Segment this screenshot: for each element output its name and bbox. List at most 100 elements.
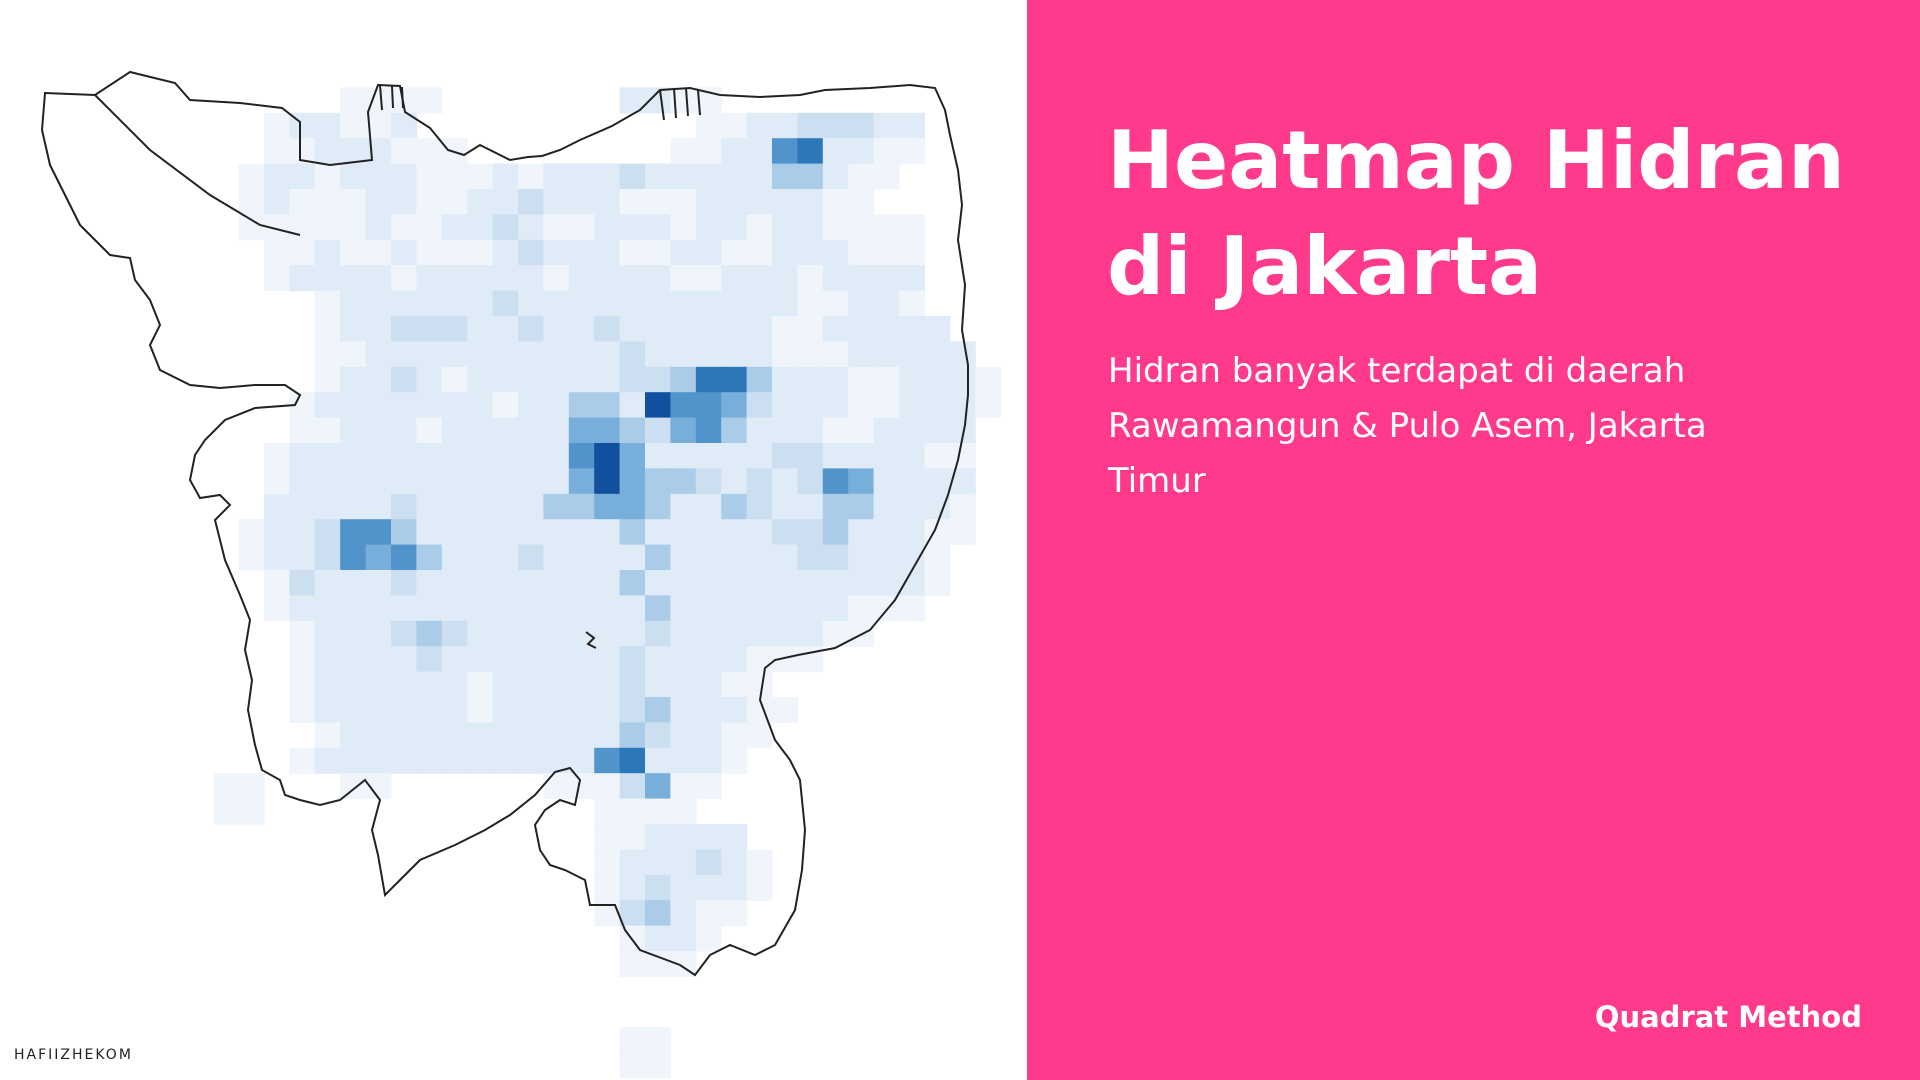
heatmap-cell	[873, 519, 900, 546]
heatmap-cell	[238, 798, 265, 825]
heatmap-cell	[721, 239, 748, 266]
heatmap-cell	[467, 316, 494, 342]
heatmap-cell	[594, 595, 621, 622]
heatmap-cell	[543, 671, 570, 698]
heatmap-cell	[822, 493, 849, 520]
heatmap-cell	[822, 570, 849, 596]
heatmap-cell	[314, 214, 341, 241]
heatmap-cell	[416, 493, 443, 520]
heatmap-cell	[289, 214, 316, 241]
heatmap-cell	[619, 417, 646, 444]
heatmap-cell	[314, 722, 341, 749]
heatmap-cell	[238, 163, 265, 190]
heatmap-cell	[568, 443, 595, 469]
heatmap-cell	[695, 239, 722, 266]
heatmap-cell	[645, 646, 671, 673]
heatmap-cell	[822, 316, 849, 342]
heatmap-cell	[772, 214, 798, 241]
heatmap-cell	[518, 239, 544, 266]
heatmap-cell	[340, 112, 367, 139]
heatmap-cell	[518, 443, 544, 469]
heatmap-cell	[848, 112, 875, 139]
heatmap-cell	[391, 544, 417, 571]
heatmap-cell	[518, 722, 544, 749]
heatmap-cell	[289, 570, 316, 596]
heatmap-cell	[416, 392, 443, 419]
heatmap-cell	[822, 290, 849, 317]
heatmap-cell	[518, 595, 544, 622]
heatmap-cell	[645, 519, 671, 546]
heatmap-cell	[314, 316, 341, 342]
heatmap-cell	[873, 443, 900, 469]
heatmap-cell	[721, 747, 748, 774]
heatmap-cell	[441, 493, 468, 520]
heatmap-cell	[645, 697, 671, 723]
heatmap-cell	[264, 544, 290, 571]
heatmap-cell	[645, 595, 671, 622]
heatmap-cell	[721, 189, 748, 215]
heatmap-cell	[314, 417, 341, 444]
heatmap-cell	[340, 239, 367, 266]
heatmap-cell	[772, 468, 798, 495]
heatmap-cell	[391, 417, 417, 444]
heatmap-cell	[670, 747, 697, 774]
heatmap-cell	[772, 697, 798, 723]
heatmap-cell	[289, 620, 316, 647]
heatmap-cell	[619, 468, 646, 495]
heatmap-cell	[568, 671, 595, 698]
heatmap-cell	[568, 366, 595, 393]
heatmap-cell	[492, 265, 519, 292]
heatmap-cell	[670, 849, 697, 876]
heatmap-cell	[467, 747, 494, 774]
heatmap-cell	[695, 417, 722, 444]
heatmap-cell	[721, 874, 748, 901]
heatmap-cell	[391, 519, 417, 546]
heatmap-cell	[467, 493, 494, 520]
heatmap-cell	[848, 138, 875, 165]
heatmap-cell	[365, 468, 392, 495]
heatmap-cell	[314, 570, 341, 596]
heatmap-cell	[441, 544, 468, 571]
heatmap-cell	[441, 366, 468, 393]
heatmap-cell	[670, 366, 697, 393]
heatmap-cell	[340, 697, 367, 723]
heatmap-cell	[314, 468, 341, 495]
heatmap-cell	[492, 417, 519, 444]
heatmap-cell	[873, 290, 900, 317]
heatmap-cell	[619, 265, 646, 292]
heatmap-cell	[949, 366, 976, 393]
heatmap-cell	[772, 290, 798, 317]
heatmap-cell	[822, 163, 849, 190]
heatmap-cell	[416, 366, 443, 393]
heatmap-cell	[797, 468, 824, 495]
heatmap-cell	[645, 316, 671, 342]
heatmap-cell	[721, 316, 748, 342]
heatmap-cell	[670, 341, 697, 368]
heatmap-cell	[695, 544, 722, 571]
heatmap-cell	[568, 570, 595, 596]
heatmap-cell	[441, 265, 468, 292]
heatmap-cell	[467, 341, 494, 368]
heatmap-cell	[365, 417, 392, 444]
heatmap-cell	[340, 290, 367, 317]
heatmap-cell	[543, 316, 570, 342]
heatmap-cell	[416, 341, 443, 368]
heatmap-cell	[365, 722, 392, 749]
heatmap-cell	[467, 671, 494, 698]
heatmap-cell	[518, 620, 544, 647]
heatmap-cell	[568, 163, 595, 190]
heatmap-cell	[594, 341, 621, 368]
heatmap-cell	[721, 722, 748, 749]
heatmap-cell	[594, 671, 621, 698]
heatmap-cell	[695, 290, 722, 317]
heatmap-cell	[365, 265, 392, 292]
heatmap-cell	[899, 519, 925, 546]
heatmap-cell	[873, 239, 900, 266]
heatmap-cell	[314, 392, 341, 419]
heatmap-cell	[568, 316, 595, 342]
heatmap-cell	[467, 265, 494, 292]
heatmap-cell	[467, 722, 494, 749]
heatmap-cell	[594, 366, 621, 393]
heatmap-cell	[899, 493, 925, 520]
heatmap-cell	[594, 697, 621, 723]
